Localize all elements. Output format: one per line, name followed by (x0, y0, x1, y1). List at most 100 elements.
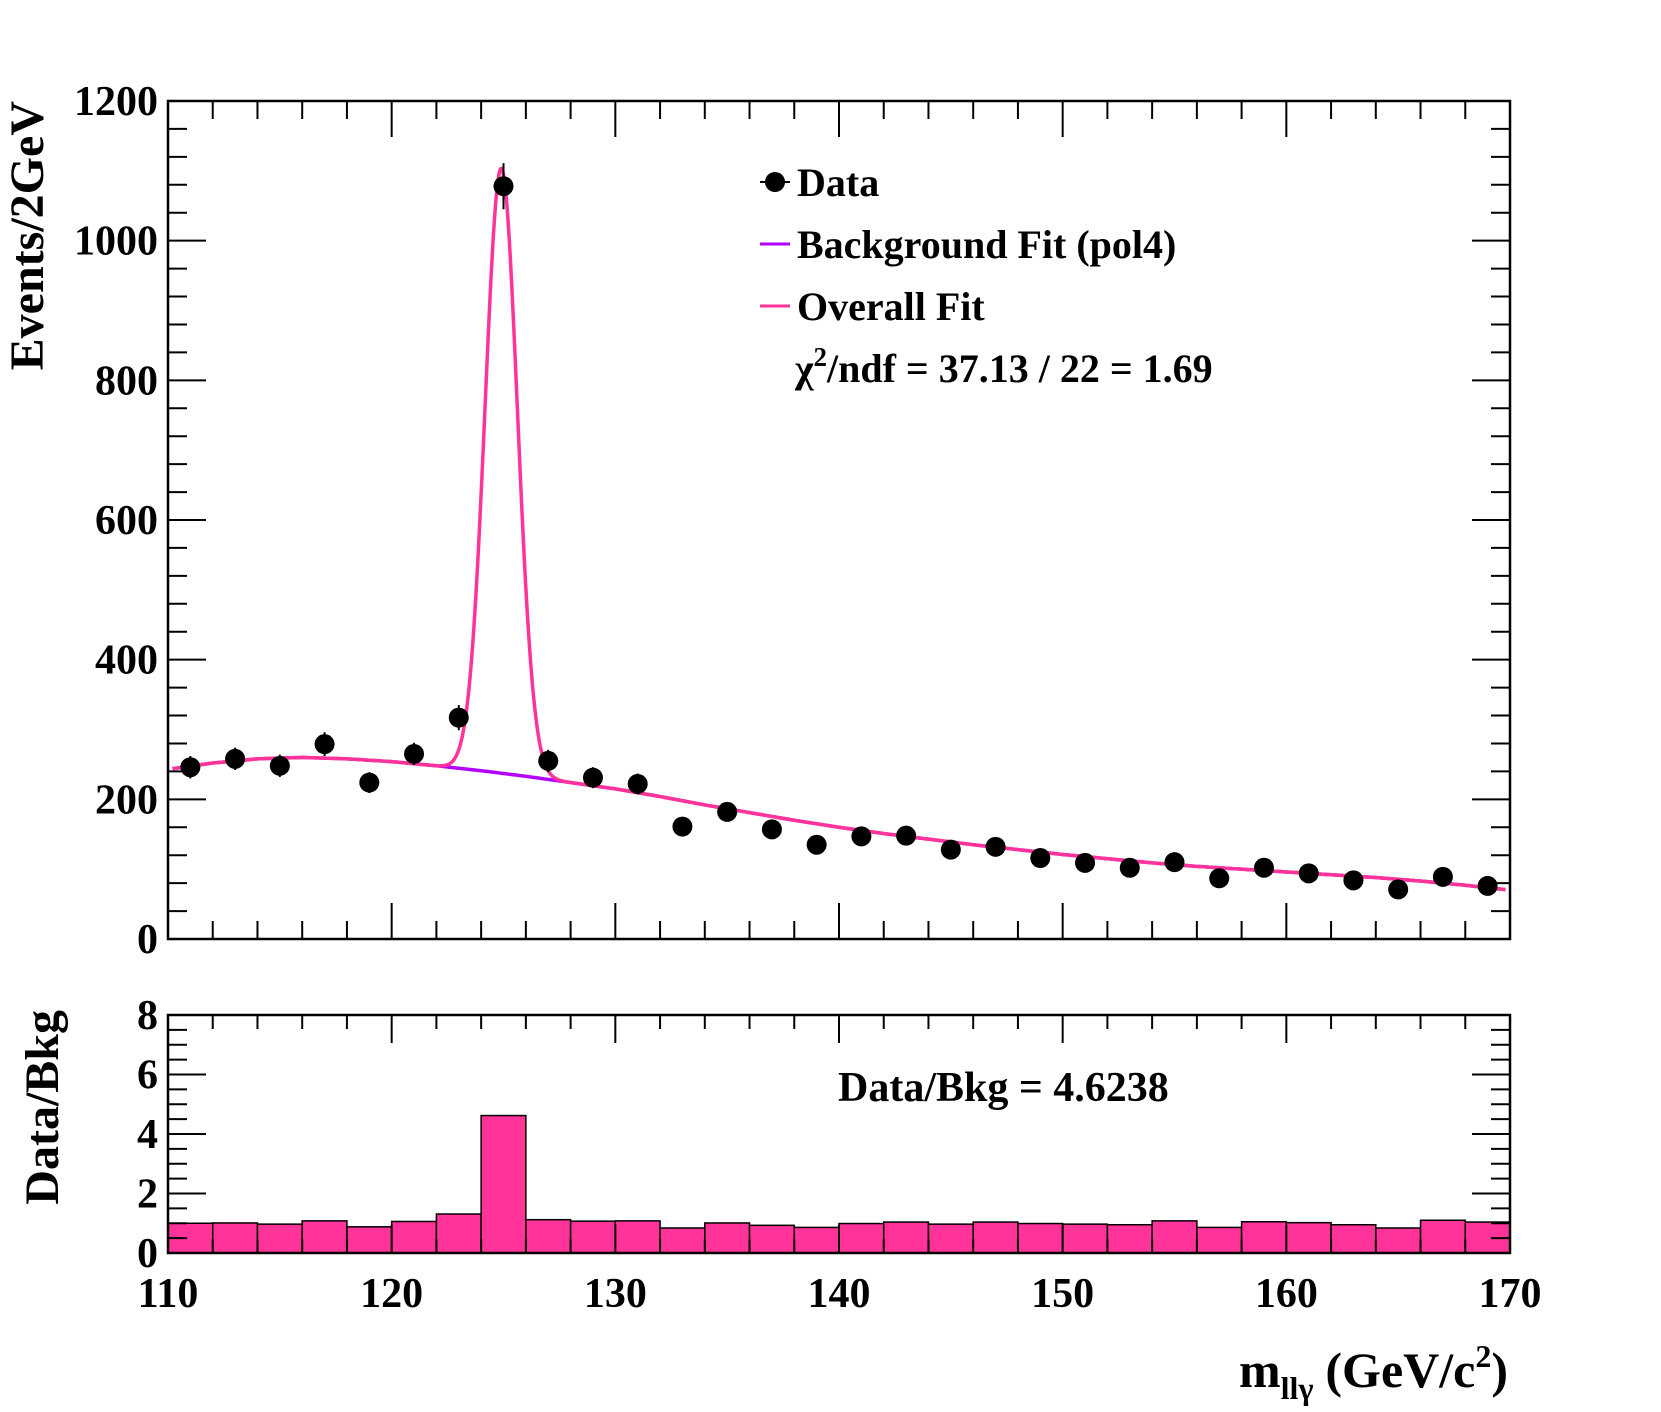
data-point (761, 819, 782, 840)
chi2-ndf-text: χ2/ndf = 37.13 / 22 = 1.69 (794, 342, 1213, 391)
data-point (404, 743, 425, 764)
ratio-bar (704, 1222, 751, 1254)
data-point (985, 836, 1006, 857)
data-point (582, 767, 603, 788)
data-point (493, 176, 514, 197)
data-point (225, 748, 246, 769)
ratio-bar (390, 1220, 438, 1254)
ratio-y-tick-label: 4 (137, 1112, 158, 1158)
ratio-y-tick-label: 2 (137, 1172, 158, 1218)
x-axis-label-units: (GeV/c (1325, 1342, 1475, 1398)
data-point (1477, 875, 1498, 896)
main-y-tick-label: 400 (95, 638, 158, 684)
ratio-y-tick-marks (168, 1014, 1510, 1254)
data-point (1432, 866, 1453, 887)
ratio-x-tick-labels: 110 120 130 140 150 160 170 (138, 1271, 1542, 1317)
ratio-bar (1375, 1227, 1422, 1254)
data-point (538, 750, 559, 771)
chi2-symbol: χ (794, 346, 814, 391)
x-axis-label-units-close: ) (1491, 1342, 1508, 1398)
ratio-annotation: Data/Bkg = 4.6238 (838, 1065, 1169, 1111)
ratio-bar (569, 1220, 617, 1254)
ratio-x-tick-label: 120 (360, 1271, 423, 1317)
ratio-bar (1106, 1223, 1153, 1254)
ratio-x-tick-label: 130 (584, 1271, 647, 1317)
data-point (359, 772, 380, 793)
ratio-y-axis-label: Data/Bkg (16, 1010, 69, 1205)
x-axis-label-subscript: llγ (1281, 1370, 1314, 1406)
ratio-plot-frame (166, 1013, 1512, 1255)
ratio-panel: 0 2 4 6 8 110 120 130 140 150 160 170 Data/Bkg = 4… (16, 993, 1542, 1406)
ratio-bar (1419, 1219, 1467, 1254)
ratio-x-tick-label: 160 (1255, 1271, 1318, 1317)
data-point (180, 757, 201, 778)
ratio-bar (211, 1222, 259, 1254)
main-y-tick-label: 1200 (74, 79, 158, 125)
ratio-y-tick-label: 6 (137, 1053, 158, 1099)
data-point (717, 801, 738, 822)
data-point (896, 825, 917, 846)
ratio-bar (435, 1213, 482, 1254)
ratio-bar (256, 1223, 303, 1254)
main-y-tick-labels: 0 200 400 600 800 1000 1200 (74, 79, 158, 963)
data-point (269, 755, 290, 776)
data-point (1298, 863, 1319, 884)
main-plot-frame (166, 99, 1512, 941)
legend: Data Background Fit (pol4) Overall Fit χ… (760, 160, 1213, 391)
data-point (851, 826, 872, 847)
ratio-bar (614, 1220, 661, 1254)
legend-data-marker-icon (765, 172, 785, 192)
ratio-bar (1330, 1223, 1377, 1254)
x-axis-label: mllγ (GeV/c2) (1239, 1338, 1508, 1406)
main-y-tick-label: 0 (137, 917, 158, 963)
ratio-bar (1017, 1222, 1064, 1254)
legend-entry-data: Data (797, 160, 879, 205)
data-point (1253, 857, 1274, 878)
data-point (1164, 852, 1185, 873)
main-y-tick-label: 800 (95, 358, 158, 404)
data-point (940, 839, 961, 860)
ratio-y-tick-label: 0 (137, 1231, 158, 1277)
main-y-axis-label: Events/2GeV (1, 101, 54, 371)
ratio-bar (1196, 1226, 1243, 1254)
data-point (1343, 870, 1364, 891)
ratio-y-tick-labels: 0 2 4 6 8 (137, 993, 158, 1277)
overall-fit-curve-left (172, 755, 435, 771)
main-y-tick-label: 200 (95, 777, 158, 823)
ratio-bar (882, 1221, 930, 1254)
legend-entry-background-fit: Background Fit (pol4) (797, 222, 1176, 267)
ratio-bar (659, 1227, 706, 1254)
data-point (1209, 868, 1230, 889)
ratio-bar (525, 1218, 572, 1254)
data-points-layer (180, 163, 1498, 900)
ratio-bar (1061, 1223, 1109, 1254)
ratio-bar (972, 1221, 1019, 1254)
ratio-bar (748, 1224, 796, 1254)
ratio-x-tick-label: 170 (1479, 1271, 1542, 1317)
chi2-exponent: 2 (813, 342, 827, 372)
data-point (806, 834, 827, 855)
data-point (672, 816, 693, 837)
data-point (1030, 847, 1051, 868)
ratio-bar (1285, 1221, 1332, 1254)
data-point (1119, 857, 1140, 878)
ratio-bar (480, 1114, 527, 1254)
ratio-bar (793, 1226, 840, 1254)
chi2-value: /ndf = 37.13 / 22 = 1.69 (826, 346, 1213, 391)
ratio-x-tick-label: 140 (808, 1271, 871, 1317)
ratio-bar (301, 1220, 348, 1254)
overall-fit-curve-peak (434, 166, 574, 785)
x-axis-label-main: m (1239, 1342, 1281, 1398)
overall-fit-curve-right (572, 781, 1506, 892)
data-point (1075, 852, 1096, 873)
ratio-x-tick-label: 150 (1031, 1271, 1094, 1317)
data-point (1388, 879, 1409, 900)
ratio-x-tick-label: 110 (138, 1271, 199, 1317)
ratio-bar (927, 1223, 974, 1254)
main-y-tick-label: 600 (95, 498, 158, 544)
data-point (448, 707, 469, 728)
ratio-bar (1151, 1220, 1198, 1254)
ratio-y-tick-label: 8 (137, 993, 158, 1039)
main-panel: 0 200 400 600 800 1000 1200 Events/2GeV Data B… (1, 79, 1512, 963)
